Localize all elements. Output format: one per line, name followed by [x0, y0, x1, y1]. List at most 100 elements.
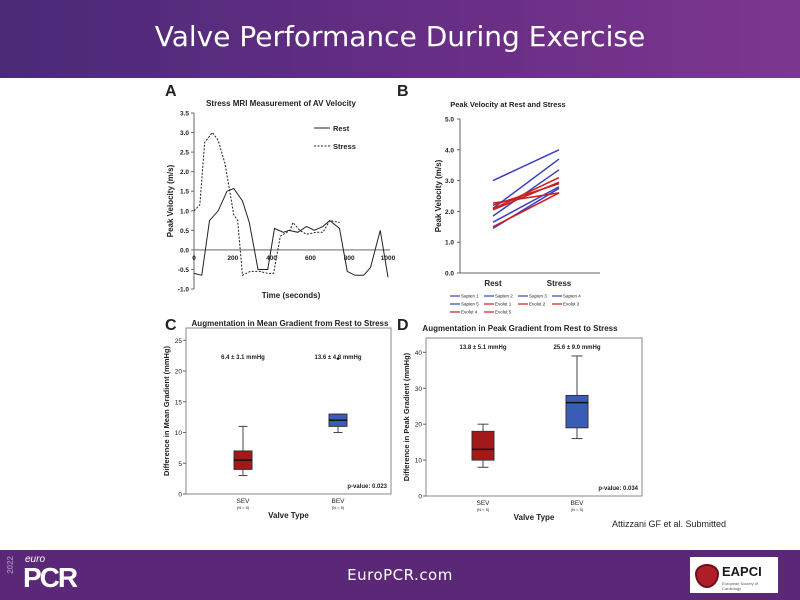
chart-b-legend-label: Sapien 3 — [529, 294, 547, 299]
chart-b-series-line — [492, 158, 560, 209]
chart-a-series-stress — [193, 131, 340, 277]
chart-a-y-tick-label: 3.0 — [180, 130, 189, 137]
chart-a-y-tick-label: 2.0 — [180, 169, 189, 176]
chart-d-frame — [425, 337, 643, 497]
chart-b-legend-label: Sapien 4 — [563, 294, 581, 299]
eapci-subtitle: European Society of Cardiology — [722, 581, 759, 591]
chart-c-y-tick-label: 0 — [178, 492, 182, 499]
chart-d-x-tick-label: BEV — [570, 500, 584, 507]
chart-d-summary: 13.8 ± 5.1 mmHg — [460, 345, 507, 351]
chart-c-y-tick-label: 25 — [175, 338, 183, 345]
slide-title: Valve Performance During Exercise — [154, 20, 646, 53]
heart-icon — [695, 564, 719, 588]
panel-label-c: C — [165, 317, 177, 334]
chart-b-series-line — [492, 192, 560, 228]
chart-a-legend-label: Rest — [333, 124, 350, 133]
chart-a-y-tick-label: 1.5 — [180, 189, 189, 196]
chart-a-y-tick-label: 1.0 — [180, 208, 189, 215]
chart-c-n-label: (N = 5) — [237, 505, 250, 510]
chart-a-x-tick-label: 0 — [192, 255, 196, 262]
chart-b-series-line — [492, 176, 560, 210]
logo-euro: euro — [25, 554, 46, 565]
chart-d-x-label: Valve Type — [514, 513, 555, 522]
chart-c-x-tick-label: SEV — [236, 498, 250, 505]
chart-d-y-tick-label: 40 — [415, 350, 423, 357]
chart-b-legend-label: Sapien 5 — [461, 302, 479, 307]
panel-label-a: A — [165, 83, 177, 100]
chart-a-y-tick-label: 0.0 — [180, 247, 189, 254]
chart-b-y-tick-label: 5.0 — [445, 117, 454, 124]
chart-c-x-tick-label: BEV — [331, 498, 345, 505]
chart-c-outlier — [336, 357, 340, 360]
chart-c-title: Augmentation in Mean Gradient from Rest … — [192, 319, 389, 328]
chart-c-summary: 13.6 ± 4.8 mmHg — [315, 355, 362, 361]
chart-a-x-tick-label: 1000 — [381, 255, 396, 262]
chart-a-title: Stress MRI Measurement of AV Velocity — [206, 99, 356, 108]
slide-header: Valve Performance During Exercise — [0, 0, 800, 78]
chart-d-y-tick-label: 0 — [418, 494, 422, 501]
chart-b-legend-label: Sapien 2 — [495, 294, 513, 299]
chart-a-y-label: Peak Velocity (m/s) — [166, 164, 175, 237]
chart-b-y-tick-label: 1.0 — [445, 240, 454, 247]
chart-a-y-tick-label: 0.5 — [180, 228, 189, 235]
chart-c-y-tick-label: 15 — [175, 399, 183, 406]
panel-label-d: D — [397, 317, 409, 334]
chart-a-x-tick-label: 400 — [266, 255, 277, 262]
chart-b-legend-label: Sapien 1 — [461, 294, 479, 299]
chart-b-title: Peak Velocity at Rest and Stress — [450, 100, 565, 109]
chart-b-x-tick-label: Stress — [547, 279, 572, 288]
chart-c-frame — [185, 327, 392, 495]
chart-d-summary: 25.6 ± 9.0 mmHg — [554, 345, 601, 351]
chart-d-y-tick-label: 30 — [415, 386, 423, 393]
chart-b-y-tick-label: 3.0 — [445, 178, 454, 185]
chart-d-box-bev — [565, 394, 589, 429]
citation: Attizzani GF et al. Submitted — [612, 519, 727, 529]
chart-c-y-tick-label: 10 — [175, 430, 183, 437]
chart-b-y-tick-label: 4.0 — [445, 147, 454, 154]
chart-c-y-tick-label: 5 — [178, 461, 182, 468]
slide-footer: 2022 euro PCR EuroPCR.com EAPCI European… — [0, 550, 800, 600]
chart-d-y-label: Difference in Peak Gradient (mmHg) — [402, 352, 411, 481]
chart-b-legend-label: Evolut 1 — [495, 302, 512, 307]
chart-a-x-tick-label: 600 — [305, 255, 316, 262]
chart-c-p-value: p-value: 0.023 — [347, 484, 387, 490]
chart-b-y-label: Peak Velocity (m/s) — [434, 159, 443, 232]
chart-b-y-tick-label: 2.0 — [445, 209, 454, 216]
chart-a-x-label: Time (seconds) — [262, 291, 321, 300]
chart-a-series-rest — [193, 187, 389, 278]
chart-d-y-tick-label: 10 — [415, 458, 423, 465]
chart-a-y-tick-label: -0.5 — [178, 267, 190, 274]
chart-c-n-label: (N = 5) — [332, 505, 345, 510]
chart-a-x-tick-label: 200 — [227, 255, 238, 262]
chart-d-title: Augmentation in Peak Gradient from Rest … — [422, 324, 618, 333]
chart-d-box-sev — [471, 430, 495, 461]
europcr-logo: 2022 euro PCR — [6, 554, 86, 596]
panel-label-b: B — [397, 83, 409, 100]
footer-site: EuroPCR.com — [347, 566, 453, 584]
chart-b-legend-label: Evolut 4 — [461, 310, 478, 315]
chart-d-y-tick-label: 20 — [415, 422, 423, 429]
chart-d-p-value: p-value: 0.034 — [598, 486, 638, 492]
chart-c-y-tick-label: 20 — [175, 369, 183, 376]
chart-b-series-line — [492, 149, 560, 182]
chart-b-legend-label: Evolut 3 — [563, 302, 580, 307]
eapci-logo: EAPCI European Society of Cardiology — [690, 557, 778, 593]
chart-a-y-tick-label: 3.5 — [180, 111, 189, 118]
chart-a-legend-label: Stress — [333, 142, 356, 151]
chart-a-y-tick-label: -1.0 — [178, 287, 190, 294]
chart-c-summary: 6.4 ± 3.1 mmHg — [221, 355, 265, 361]
chart-d-x-tick-label: SEV — [476, 500, 490, 507]
chart-b-series-line — [492, 186, 560, 223]
chart-b-series-line — [492, 181, 560, 211]
chart-c-x-label: Valve Type — [268, 511, 309, 520]
chart-c-y-label: Difference in Mean Gradient (mmHg) — [162, 345, 171, 476]
chart-d-n-label: (N = 5) — [571, 507, 584, 512]
eapci-name: EAPCI — [722, 564, 762, 579]
chart-d-n-label: (N = 5) — [477, 507, 490, 512]
logo-pcr: PCR — [23, 562, 78, 593]
chart-b-legend-label: Evolut 5 — [495, 310, 512, 315]
chart-a-x-tick-label: 800 — [344, 255, 355, 262]
chart-b-x-tick-label: Rest — [484, 279, 502, 288]
chart-b-legend-label: Evolut 2 — [529, 302, 546, 307]
